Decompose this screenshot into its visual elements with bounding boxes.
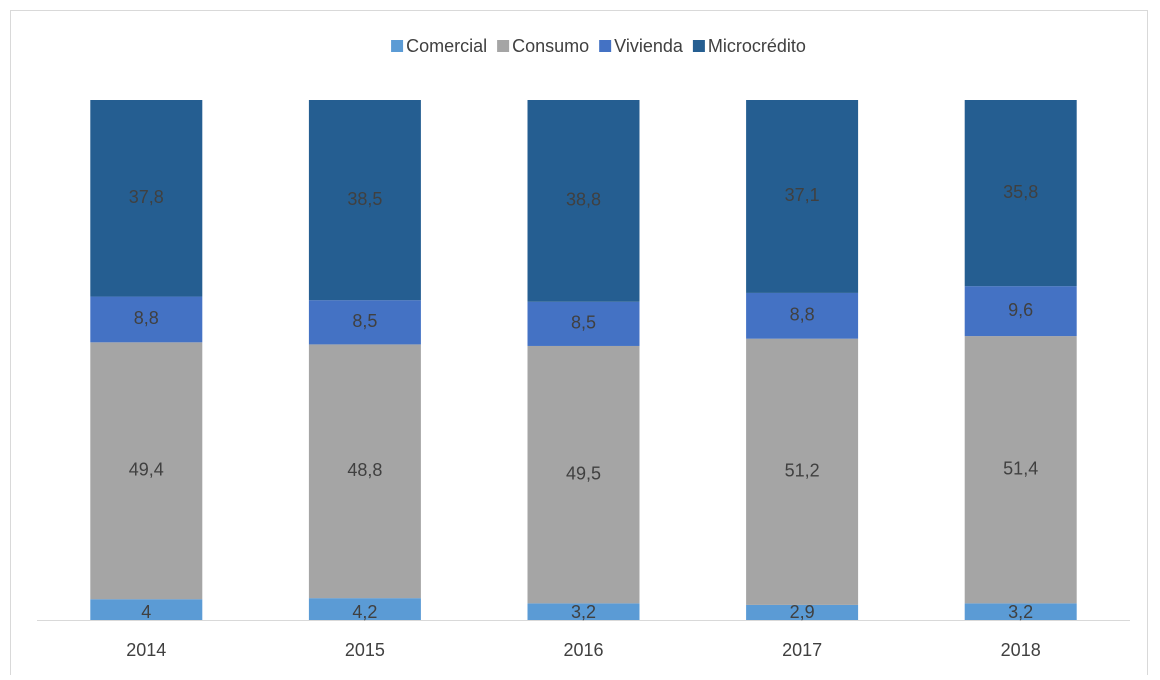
bar-segment — [308, 300, 421, 345]
bar-segment — [308, 344, 421, 599]
bar-segment — [746, 604, 859, 620]
data-label: 48,8 — [347, 460, 382, 480]
legend-swatch — [692, 40, 705, 52]
legend-label: Vivienda — [614, 36, 684, 56]
x-tick-label: 2014 — [126, 640, 166, 660]
bar-segment — [964, 286, 1077, 337]
legend-label: Microcrédito — [708, 36, 806, 56]
data-label: 4,2 — [352, 602, 377, 622]
bar-segment — [527, 100, 640, 302]
data-label: 35,8 — [1003, 182, 1038, 202]
bar-segment — [527, 301, 640, 346]
data-label: 51,4 — [1003, 458, 1038, 478]
bar-segment — [746, 338, 859, 605]
bar-segment — [746, 100, 859, 293]
bar-segment — [964, 336, 1077, 604]
data-label: 3,2 — [571, 602, 596, 622]
bar-segment — [746, 292, 859, 339]
data-label: 8,8 — [134, 308, 159, 328]
data-label: 38,8 — [566, 190, 601, 210]
data-label: 49,5 — [566, 463, 601, 483]
data-label: 2,9 — [790, 602, 815, 622]
bar-segment — [527, 345, 640, 604]
bar-segment — [308, 598, 421, 620]
data-label: 49,4 — [129, 460, 164, 480]
data-label: 8,5 — [352, 311, 377, 331]
bar-segment — [527, 603, 640, 620]
legend-swatch — [497, 40, 510, 52]
x-tick-label: 2016 — [563, 640, 603, 660]
data-label: 3,2 — [1008, 602, 1033, 622]
bar-segment — [90, 100, 203, 297]
bar-segment — [90, 342, 203, 600]
x-tick-label: 2015 — [345, 640, 385, 660]
bar-segment — [90, 296, 203, 343]
data-label: 8,5 — [571, 313, 596, 333]
bar-segment — [90, 599, 203, 620]
bar-segment — [308, 100, 421, 301]
legend-label: Comercial — [406, 36, 487, 56]
bar-segment — [964, 603, 1077, 620]
data-label: 37,8 — [129, 187, 164, 207]
data-label: 37,1 — [785, 185, 820, 205]
legend-label: Consumo — [512, 36, 589, 56]
x-tick-label: 2017 — [782, 640, 822, 660]
legend-swatch — [599, 40, 612, 52]
data-label: 4 — [141, 602, 151, 622]
data-label: 51,2 — [785, 461, 820, 481]
legend-swatch — [391, 40, 404, 52]
x-tick-label: 2018 — [1001, 640, 1041, 660]
data-label: 8,8 — [790, 305, 815, 325]
data-label: 9,6 — [1008, 300, 1033, 320]
bar-segment — [964, 100, 1077, 287]
data-label: 38,5 — [347, 189, 382, 209]
